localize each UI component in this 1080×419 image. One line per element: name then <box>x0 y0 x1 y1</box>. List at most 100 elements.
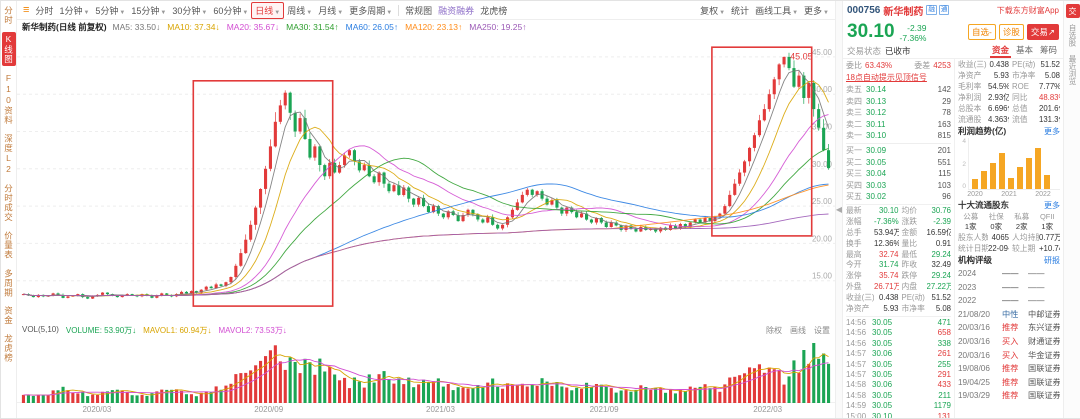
tick-row[interactable]: 14:56 30.05 338 <box>846 338 951 348</box>
buy-order-row[interactable]: 买二 30.05 551 <box>846 157 951 167</box>
rating-row[interactable]: 20/03/16 买入 财通证券 <box>958 336 1060 346</box>
sell-order-row[interactable]: 卖二 30.11 163 <box>846 119 951 129</box>
sidebar-item[interactable]: 多周期 <box>3 268 14 298</box>
rating-row[interactable]: 19/04/25 推荐 国联证券 <box>958 377 1060 387</box>
ma-label: MA250: 19.25↑ <box>469 22 527 33</box>
ratings-report-link[interactable]: 研报 <box>1044 256 1060 265</box>
tick-row[interactable]: 14:59 30.05 1179 <box>846 401 951 411</box>
period-tab[interactable]: 分时 <box>35 5 54 16</box>
period-tab[interactable]: 5分钟▼ <box>95 5 126 16</box>
menu-icon[interactable]: ≡ <box>23 4 30 17</box>
sidebar-item[interactable]: 龙虎榜 <box>3 334 14 363</box>
panel-tab[interactable]: 资金 <box>989 44 1011 58</box>
sidebar-item[interactable]: 分时成交 <box>3 184 14 222</box>
sell-order-row[interactable]: 卖五 30.14 142 <box>846 85 951 94</box>
rating-row[interactable]: 20/03/16 买入 华金证券 <box>958 350 1060 360</box>
rating-row[interactable]: 19/03/29 推荐 国联证券 <box>958 391 1060 401</box>
rating-row[interactable]: 20/03/16 推荐 东兴证券 <box>958 323 1060 333</box>
toolbar-feature-item[interactable]: 龙虎榜 <box>480 5 508 16</box>
quote-row: 今开 31.74 昨收 32.49 <box>846 260 951 270</box>
period-tab[interactable]: 60分钟▼ <box>213 5 249 16</box>
sell-order-row[interactable]: 卖四 30.13 29 <box>846 96 951 106</box>
action-button[interactable]: 自选- <box>968 24 996 40</box>
change-percent: -7.36% <box>899 33 927 43</box>
toolbar-tool-item[interactable]: 更多▼ <box>804 5 829 16</box>
quote-panel: 000756 新华制药 融通 下载东方财富App 30.10 -2.39 -7.… <box>843 1 1063 418</box>
ratings-title: 机构评级 <box>958 255 993 265</box>
panel-tab[interactable]: 基本 <box>1015 44 1033 55</box>
profit-bar <box>1044 175 1050 189</box>
stock-badges: 融通 <box>926 5 950 15</box>
period-tab[interactable]: 15分钟▼ <box>131 5 167 16</box>
quote-row: 最高 32.74 最低 29.24 <box>846 249 951 259</box>
period-tab[interactable]: 周线▼ <box>287 5 313 16</box>
panel-collapse-handle[interactable]: ◀ <box>835 1 843 418</box>
tick-row[interactable]: 14:58 30.06 433 <box>846 380 951 390</box>
holders-line: 股东人数4065人均持股0.77万 <box>958 233 1060 242</box>
tick-row[interactable]: 14:57 30.06 261 <box>846 349 951 359</box>
action-button[interactable]: 诊股 <box>998 24 1024 40</box>
period-tab[interactable]: 日线▼ <box>251 1 285 19</box>
tick-row[interactable]: 15:00 30.10 131 <box>846 411 951 418</box>
right-strip-tab[interactable]: 最近浏览 <box>1068 54 1077 85</box>
tick-row[interactable]: 14:57 30.05 255 <box>846 359 951 369</box>
buy-order-row[interactable]: 买一 30.09 201 <box>846 145 951 155</box>
financial-summary: 收益(三) 0.438 PE(动) 51.52 净资产 5.93 市净率 5.08 毛利率 54.… <box>958 59 1060 125</box>
toolbar-tool-item[interactable]: 复权▼ <box>700 5 726 16</box>
buy-order-row[interactable]: 买四 30.03 103 <box>846 180 951 190</box>
kline-pane[interactable]: 15.00 20.00 25.00 30.00 35.00 40.00 45.00 45.05 <box>17 34 835 324</box>
right-strip-tab[interactable]: 自选股 <box>1068 24 1077 47</box>
svg-text:35.00: 35.00 <box>812 122 833 131</box>
sidebar-item[interactable]: K线图 <box>1 32 16 66</box>
sidebar-item[interactable]: 价量表 <box>3 231 14 260</box>
sidebar-item[interactable]: 资金 <box>3 306 14 325</box>
chart-tool-link[interactable]: 除权 <box>766 325 782 335</box>
tick-row[interactable]: 14:58 30.05 211 <box>846 390 951 400</box>
buy-order-row[interactable]: 买三 30.04 115 <box>846 169 951 179</box>
tick-row[interactable]: 14:56 30.05 471 <box>846 318 951 327</box>
sidebar-item[interactable]: F10资料 <box>3 73 14 125</box>
tick-row[interactable]: 14:56 30.05 658 <box>846 328 951 338</box>
chart-tool-link[interactable]: 画线 <box>790 325 806 335</box>
volume-pane[interactable] <box>17 337 835 403</box>
toolbar-feature-item[interactable]: 融资融券 <box>438 5 475 16</box>
tick-row[interactable]: 14:57 30.05 291 <box>846 370 951 380</box>
chevron-down-icon: ▼ <box>386 9 393 16</box>
period-tab[interactable]: 30分钟▼ <box>172 5 208 16</box>
buy-order-row[interactable]: 买五 30.02 96 <box>846 192 951 202</box>
ma-labels: MA5: 33.50↓ MA10: 37.34↓ MA20: 35.67↓ MA30:… <box>113 22 527 32</box>
date-tick-label: 2020/09 <box>254 404 284 414</box>
toolbar-feature-item[interactable]: 常规图 <box>405 5 433 16</box>
profit-bar <box>972 178 978 189</box>
profit-trend-bars <box>968 138 1060 190</box>
sidebar-item[interactable]: 深度L2 <box>3 134 14 175</box>
toolbar-tool-item[interactable]: 画线工具▼ <box>755 5 799 16</box>
ma-label: MA10: 37.34↓ <box>167 22 220 33</box>
period-tab[interactable]: 月线▼ <box>318 5 344 16</box>
period-tab[interactable]: 1分钟▼ <box>59 5 90 16</box>
rating-row[interactable]: 2022 —— —— <box>958 296 1045 306</box>
profit-trend-more-link[interactable]: 更多 <box>1044 127 1060 136</box>
sell-order-row[interactable]: 卖一 30.10 815 <box>846 131 951 141</box>
trade-shortcut-button[interactable]: 交 <box>1065 4 1080 18</box>
financial-row: 毛利率 54.5% ROE 7.77% <box>958 82 1060 91</box>
toolbar-tool-item[interactable]: 统计 <box>731 5 750 16</box>
sell-order-row[interactable]: 卖三 30.12 78 <box>846 108 951 118</box>
signal-ad-link[interactable]: 18点自动提示见顶信号 <box>846 73 927 82</box>
panel-tab[interactable]: 筹码 <box>1039 44 1057 55</box>
tick-trade-list[interactable]: 14:56 30.05 471 14:56 30.05 658 14:56 30.05 338 1… <box>846 316 951 418</box>
trade-button[interactable]: 交易↗ <box>1026 24 1059 40</box>
download-app-link[interactable]: 下载东方财富App <box>996 5 1059 15</box>
profit-bar <box>981 170 987 189</box>
chart-tool-link[interactable]: 设置 <box>814 325 830 335</box>
rating-row[interactable]: 21/08/20 中性 中邮证券 <box>958 309 1060 319</box>
holders-more-link[interactable]: 更多 <box>1044 201 1060 210</box>
ratings-header: 机构评级 研报 <box>958 254 1060 267</box>
rating-row[interactable]: 19/08/06 推荐 国联证券 <box>958 364 1060 374</box>
sidebar-item[interactable]: 分时 <box>3 6 14 25</box>
rating-row[interactable]: 2024 —— —— <box>958 269 1045 278</box>
rating-row[interactable]: 2023 —— —— <box>958 282 1045 292</box>
period-tab[interactable]: 更多周期▼ <box>349 5 393 16</box>
